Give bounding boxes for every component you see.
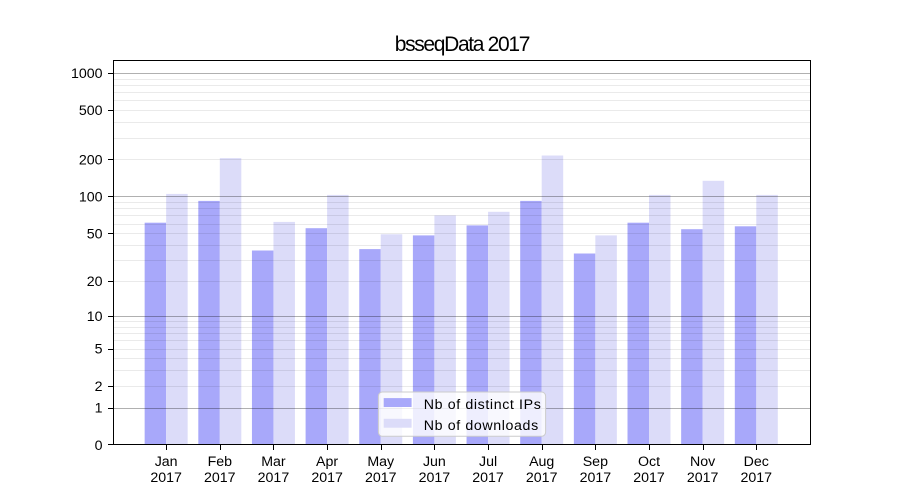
svg-text:Jan: Jan (155, 454, 178, 470)
svg-text:2017: 2017 (365, 470, 397, 486)
svg-text:Nb of distinct IPs: Nb of distinct IPs (424, 397, 542, 413)
svg-text:2017: 2017 (580, 470, 612, 486)
svg-text:1000: 1000 (71, 66, 103, 82)
svg-text:5: 5 (95, 342, 103, 358)
svg-text:Oct: Oct (638, 454, 660, 470)
svg-text:Mar: Mar (261, 454, 286, 470)
svg-text:Nov: Nov (690, 454, 716, 470)
svg-text:50: 50 (87, 226, 103, 242)
svg-text:100: 100 (79, 190, 103, 206)
svg-text:2017: 2017 (526, 470, 558, 486)
svg-text:0: 0 (95, 438, 103, 454)
svg-text:Jul: Jul (479, 454, 497, 470)
svg-text:2017: 2017 (419, 470, 451, 486)
svg-text:2017: 2017 (687, 470, 719, 486)
svg-text:2017: 2017 (258, 470, 290, 486)
svg-text:May: May (367, 454, 395, 470)
svg-text:10: 10 (87, 309, 103, 325)
svg-text:2017: 2017 (204, 470, 236, 486)
svg-text:Feb: Feb (208, 454, 233, 470)
svg-text:Apr: Apr (316, 454, 338, 470)
svg-text:500: 500 (79, 103, 103, 119)
svg-text:2: 2 (95, 379, 103, 395)
svg-text:Aug: Aug (529, 454, 554, 470)
svg-text:2017: 2017 (311, 470, 343, 486)
svg-text:Nb of downloads: Nb of downloads (424, 418, 539, 434)
svg-text:Jun: Jun (423, 454, 446, 470)
svg-text:200: 200 (79, 152, 103, 168)
svg-text:Sep: Sep (583, 454, 608, 470)
svg-text:2017: 2017 (741, 470, 773, 486)
svg-text:2017: 2017 (150, 470, 182, 486)
svg-text:2017: 2017 (472, 470, 504, 486)
svg-text:2017: 2017 (633, 470, 665, 486)
svg-text:Dec: Dec (744, 454, 769, 470)
svg-text:20: 20 (87, 274, 103, 290)
svg-text:bsseqData 2017: bsseqData 2017 (395, 33, 530, 56)
svg-text:1: 1 (95, 401, 103, 417)
